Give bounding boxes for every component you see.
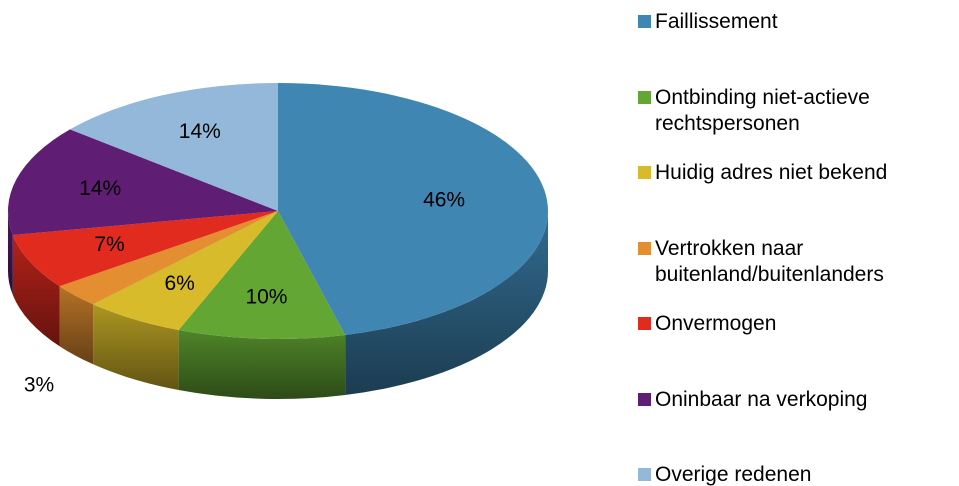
slice-side [59, 286, 94, 365]
data-label: 6% [164, 272, 194, 295]
legend-item: Ontbinding niet-actieve rechtspersonen [638, 85, 956, 137]
slice [278, 83, 548, 335]
legend-label: Faillissement [655, 10, 778, 33]
legend-swatch [638, 241, 651, 255]
data-label: 3% [24, 373, 54, 396]
legend-swatch [638, 468, 651, 481]
legend-item: Oninbaar na verkoping [638, 387, 956, 413]
legend-swatch [638, 90, 651, 104]
slice-side [178, 330, 346, 399]
data-label: 10% [245, 285, 287, 308]
slice [12, 211, 279, 287]
legend-label: Vertrokken naar buitenland/buitenlanders [655, 236, 884, 286]
legend-item: Vertrokken naar buitenland/buitenlanders [638, 236, 956, 288]
slice [8, 129, 279, 235]
legend-swatch [638, 392, 651, 406]
legend-swatch [638, 317, 651, 330]
legend-label: Oninbaar na verkoping [655, 387, 868, 411]
legend-item: Faillissement [638, 9, 956, 35]
data-label: 14% [79, 177, 121, 200]
legend-item: Onvermogen [638, 311, 956, 337]
slice [69, 83, 278, 211]
data-label: 46% [423, 189, 465, 212]
slice [93, 211, 279, 331]
legend-swatch [638, 166, 651, 179]
slice-side [93, 304, 179, 391]
slice-side [12, 234, 60, 347]
legend-label: Onvermogen [655, 312, 777, 335]
pie-chart: 46% 10% 6% 3% 7% 14% 14% [8, 83, 548, 399]
legend-item: Overige redenen [638, 462, 956, 486]
data-label: 7% [94, 233, 124, 256]
legend-label: Huidig adres niet bekend [655, 161, 888, 184]
slice-side [345, 211, 548, 395]
slice-side [8, 211, 13, 295]
legend-swatch [638, 15, 651, 28]
data-label: 14% [179, 120, 221, 143]
legend-label: Ontbinding niet-actieve rechtspersonen [655, 85, 870, 135]
slice [59, 211, 278, 305]
legend-label: Overige redenen [655, 463, 812, 486]
slice [178, 211, 346, 339]
legend-item: Huidig adres niet bekend [638, 160, 956, 186]
